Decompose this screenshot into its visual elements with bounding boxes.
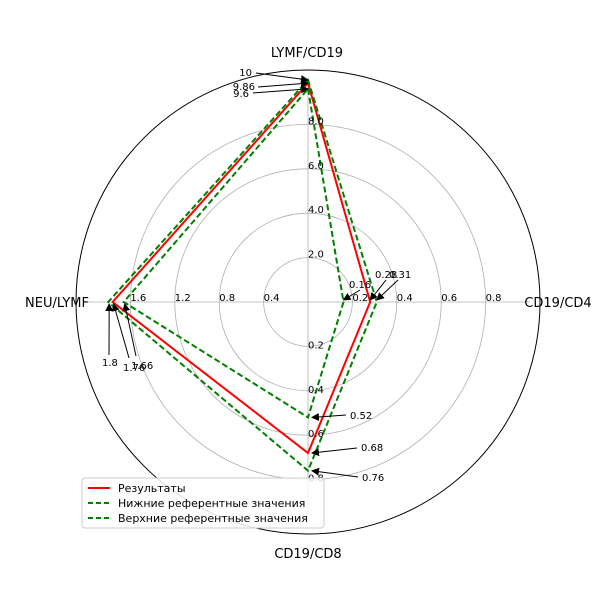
annotation-label-cd19-cd4-3: 0.31 xyxy=(389,270,411,281)
annotation-label-lymf-cd19-1: 10 xyxy=(239,68,252,79)
annotation-label-neu-lymf-2: 1.76 xyxy=(123,363,145,374)
tick-label-neu-lymf-1: 0.4 xyxy=(264,293,280,304)
annotation-arrow-neu-lymf-2 xyxy=(111,303,130,359)
annotation-arrow-cd19-cd8-1 xyxy=(311,412,347,421)
annotation-label-lymf-cd19-2: 9.86 xyxy=(233,82,255,93)
tick-label-lymf-cd19-4: 8.0 xyxy=(308,116,324,127)
annotation-arrow-cd19-cd4-3 xyxy=(376,279,399,301)
annotation-label-neu-lymf-1: 1.8 xyxy=(102,358,118,369)
legend-label-1: Результаты xyxy=(118,482,186,495)
tick-label-lymf-cd19-2: 4.0 xyxy=(308,205,324,216)
tick-label-cd19-cd8-1: 0.2 xyxy=(308,340,324,351)
tick-label-neu-lymf-4: 1.6 xyxy=(130,293,146,304)
annotation-arrow-cd19-cd4-1 xyxy=(342,289,361,301)
axis-label-cd19-cd4: CD19/CD4 xyxy=(524,296,591,311)
tick-label-neu-lymf-2: 0.8 xyxy=(219,293,235,304)
series-line-2 xyxy=(122,86,345,419)
tick-label-cd19-cd4-2: 0.4 xyxy=(397,293,413,304)
polar-frame xyxy=(75,69,541,535)
tick-label-cd19-cd8-2: 0.4 xyxy=(308,385,324,396)
annotation-label-cd19-cd8-1: 0.52 xyxy=(350,411,372,422)
annotation-label-cd19-cd4-1: 0.16 xyxy=(349,280,371,291)
annotation-arrow-cd19-cd4-2 xyxy=(369,279,387,301)
tick-label-cd19-cd4-4: 0.8 xyxy=(486,293,502,304)
axis-label-lymf-cd19: LYMF/CD19 xyxy=(271,46,343,61)
legend-box xyxy=(81,477,325,529)
annotation-arrow-lymf-cd19-3 xyxy=(252,85,309,94)
tick-label-neu-lymf-3: 1.2 xyxy=(175,293,191,304)
annotation-label-cd19-cd4-2: 0.28 xyxy=(375,270,397,281)
annotation-label-neu-lymf-3: 1.66 xyxy=(131,361,153,372)
annotation-arrow-neu-lymf-3 xyxy=(122,303,137,357)
annotation-arrow-cd19-cd8-3 xyxy=(311,467,359,478)
tick-label-lymf-cd19-3: 6.0 xyxy=(308,161,324,172)
legend-label-3: Верхние референтные значения xyxy=(118,512,308,525)
legend-label-2: Нижние референтные значения xyxy=(118,497,305,510)
series-line-1 xyxy=(111,81,372,455)
tick-label-lymf-cd19-1: 2.0 xyxy=(308,250,324,261)
annotation-label-lymf-cd19-3: 9.6 xyxy=(233,89,249,100)
annotation-label-cd19-cd8-2: 0.68 xyxy=(361,443,383,454)
tick-label-cd19-cd4-3: 0.6 xyxy=(441,293,457,304)
tick-label-cd19-cd4-1: 0.2 xyxy=(352,293,368,304)
annotation-label-cd19-cd8-3: 0.76 xyxy=(362,473,384,484)
axis-label-neu-lymf: NEU/LYMF xyxy=(25,296,89,311)
tick-label-cd19-cd8-3: 0.6 xyxy=(308,429,324,440)
annotation-arrow-cd19-cd8-2 xyxy=(311,447,358,457)
annotation-arrow-lymf-cd19-1 xyxy=(255,72,309,84)
axis-label-cd19-cd8: CD19/CD8 xyxy=(274,547,341,562)
series-line-3 xyxy=(106,78,378,473)
annotation-arrow-lymf-cd19-2 xyxy=(257,79,309,88)
